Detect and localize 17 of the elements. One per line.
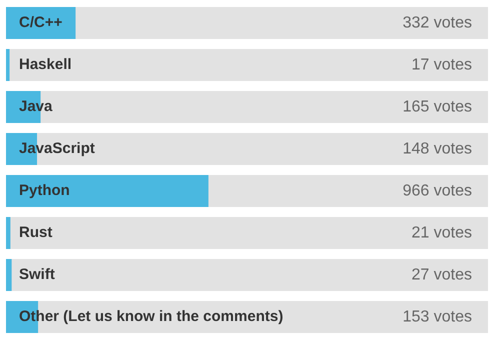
bar — [6, 7, 76, 39]
data-label: 27 votes — [412, 266, 472, 284]
y-tick-label: Python — [19, 182, 70, 200]
y-tick-label: Haskell — [19, 56, 72, 74]
y-tick-label: Swift — [19, 266, 55, 284]
data-label: 17 votes — [412, 56, 472, 74]
y-tick-label: Rust — [19, 224, 52, 242]
data-label: 153 votes — [402, 308, 472, 326]
bar — [6, 259, 12, 291]
data-label: 966 votes — [402, 182, 472, 200]
data-label: 21 votes — [412, 224, 472, 242]
y-tick-label: C/C++ — [19, 14, 63, 32]
data-label: 165 votes — [402, 98, 472, 116]
data-label: 332 votes — [402, 14, 472, 32]
data-label: 148 votes — [402, 140, 472, 158]
bar — [6, 49, 10, 81]
bar — [6, 217, 10, 249]
